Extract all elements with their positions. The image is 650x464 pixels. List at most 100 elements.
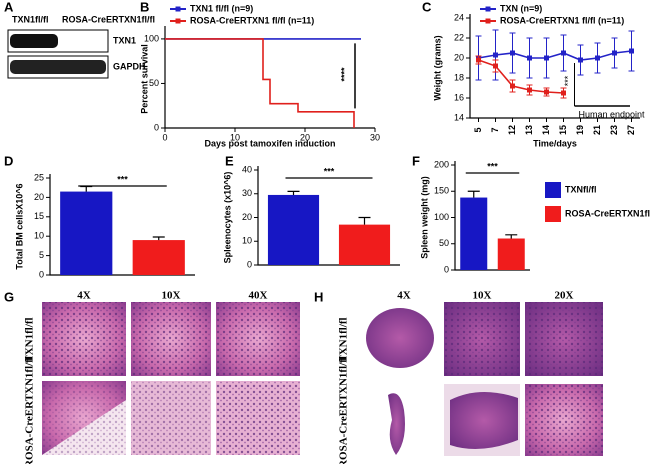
x-tick-label: 19 (575, 125, 585, 135)
bar (132, 240, 185, 275)
y-tick-label: 150 (434, 186, 449, 196)
legend-swatch (545, 206, 561, 222)
error-bar (467, 190, 480, 198)
y-tick-label: 50 (149, 78, 159, 88)
x-axis-label: Time/days (533, 138, 577, 148)
y-tick-label: 10 (242, 236, 252, 246)
point (544, 89, 549, 95)
row-label: ROSA-CreERTXN1fl/fl (24, 356, 36, 464)
series-line (165, 38, 355, 128)
panel-label: G (4, 289, 14, 304)
column-header: 20X (555, 290, 574, 302)
annotation: *** (487, 161, 498, 171)
y-tick-label: 18 (454, 72, 464, 82)
panel-label: F (412, 153, 420, 168)
x-tick-label: 7 (490, 127, 500, 132)
annotation: *** (324, 166, 335, 176)
point (612, 50, 617, 56)
column-header: 10X (162, 290, 181, 302)
y-tick-label: 0 (154, 122, 159, 132)
annotation: **** (339, 67, 349, 82)
blot-band (10, 34, 58, 48)
x-tick-label: 27 (626, 125, 636, 135)
row-label: ROSA-CreERTXN1fl/fl (338, 356, 350, 464)
column-header: 10X (473, 290, 492, 302)
bar (60, 191, 113, 275)
point (493, 63, 498, 69)
point (595, 55, 600, 61)
y-tick-label: 200 (434, 159, 449, 169)
blot-band (10, 60, 106, 74)
blot-column: ROSA-CreERTXN1fl/fl (62, 14, 155, 24)
legend-label: ROSA-CreERTXN1 fl/fl (n=11) (190, 15, 314, 25)
point (544, 55, 549, 61)
bar (267, 194, 320, 265)
legend-swatch (175, 18, 181, 24)
histology-g (42, 302, 300, 455)
x-tick-label: 10 (230, 132, 240, 142)
legend-label: ROSA-CreERTXN1 fl/fl (n=11) (500, 15, 624, 25)
column-header: 4X (77, 290, 91, 302)
panel-label: A (4, 0, 14, 14)
y-tick-label: 14 (454, 112, 464, 122)
y-tick-label: 0 (247, 259, 252, 269)
y-tick-label: 50 (439, 238, 449, 248)
x-axis-label: Days post tamoxifen induction (204, 138, 335, 148)
panel-label: E (225, 153, 234, 168)
y-tick-label: 15 (34, 211, 44, 221)
blot-row: TXN1 (113, 35, 136, 45)
legend-swatch (485, 6, 491, 12)
series-line (478, 50, 632, 61)
x-tick-label: 23 (609, 125, 619, 135)
point (493, 52, 498, 58)
row-label: TXN1fl/fl (24, 317, 36, 362)
annotation: *** (117, 174, 128, 184)
y-tick-label: 24 (454, 12, 464, 22)
y-tick-label: 0 (39, 269, 44, 279)
legend-swatch (545, 182, 561, 198)
y-axis-label: Weight (grams) (432, 35, 442, 100)
y-axis-label: Total BM cellsX10^6 (14, 183, 24, 269)
y-tick-label: 10 (34, 231, 44, 241)
column-header: 40X (249, 290, 268, 302)
point (578, 57, 583, 63)
series-line (478, 59, 564, 94)
x-tick-label: 5 (473, 127, 483, 132)
legend-swatch (175, 6, 181, 12)
point (561, 50, 566, 56)
panel-label: C (422, 0, 432, 14)
y-tick-label: 20 (242, 212, 252, 222)
bar (497, 238, 525, 270)
y-tick-label: 20 (454, 52, 464, 62)
point (629, 48, 634, 54)
error-bar (80, 185, 93, 192)
column-header: 4X (397, 290, 411, 302)
annotation: *** (563, 75, 573, 86)
histology-h (366, 302, 603, 456)
y-tick-label: 30 (242, 188, 252, 198)
point (561, 90, 566, 96)
legend-label: TXN1 fl/fl (n=9) (190, 3, 253, 13)
y-tick-label: 16 (454, 92, 464, 102)
x-tick-label: 12 (507, 125, 517, 135)
x-tick-label: 13 (524, 125, 534, 135)
x-tick-label: 30 (370, 132, 380, 142)
y-tick-label: 100 (434, 212, 449, 222)
panel-label: B (140, 0, 149, 14)
y-tick-label: 22 (454, 32, 464, 42)
y-axis-label: Spleenocytes (x10^6) (222, 172, 232, 264)
legend-label: TXN (n=9) (500, 3, 542, 13)
x-tick-label: 0 (162, 132, 167, 142)
row-label: TXN1fl/fl (338, 317, 350, 362)
y-axis-label: Spleen weight (mg) (419, 176, 429, 259)
point (510, 83, 515, 89)
y-tick-label: 40 (242, 164, 252, 174)
legend-label: TXNfl/fl (565, 184, 597, 194)
y-axis-label: Percent survival (139, 44, 149, 114)
y-tick-label: 25 (34, 172, 44, 182)
error-bar (287, 190, 300, 195)
blot-row: GAPDH (113, 61, 146, 71)
blot-column: TXN1fl/fl (12, 14, 49, 24)
y-tick-label: 100 (144, 33, 159, 43)
